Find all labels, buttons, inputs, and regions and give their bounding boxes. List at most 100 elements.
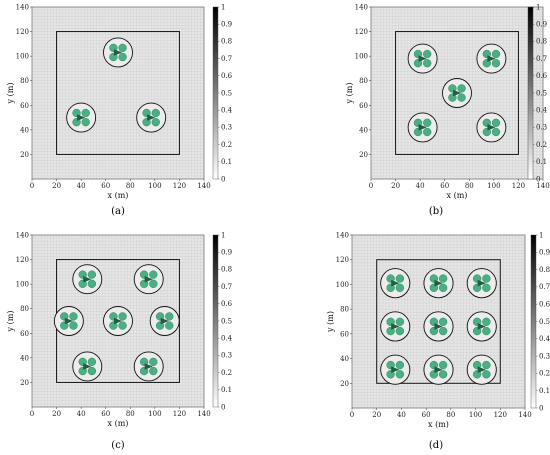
y-tick-label: 40 [359,126,368,134]
uav-arrow-icon [64,317,73,325]
x-tick-label: 60 [440,182,449,190]
uav-arrow-icon [147,114,156,121]
y-tick-label: 60 [340,330,349,338]
colorbar-tick-label: 0.3 [221,124,232,132]
x-tick-label: 140 [518,411,531,419]
y-axis-label: y (m) [6,311,15,333]
panel-caption: (c) [111,440,125,451]
user-disk [118,312,127,321]
x-tick-label: 100 [469,411,482,419]
uav-arrow-icon [434,279,443,287]
colorbar-tick-label: 0.8 [221,38,232,46]
y-tick-label: 120 [336,256,349,264]
user-disk [438,317,448,326]
x-tick-label: 60 [422,411,431,419]
y-tick-label: 80 [20,305,29,313]
colorbar-tick-label: 0.1 [221,158,232,166]
colorbar-tick-label: 0.4 [221,335,233,343]
y-tick-label: 80 [20,77,29,85]
colorbar-tick-label: 0.5 [221,317,232,325]
colorbar-tick-label: 0 [536,175,540,183]
uav-arrow-icon [144,275,153,283]
x-tick-label: 20 [52,182,61,190]
chart-panel-a: 0 20 40 60 80 100 120 140 20 40 60 80 100 120 140 x (m)… [6,3,233,217]
user-disk [491,127,501,137]
colorbar-tick-label: 0.2 [539,370,550,378]
user-disk [149,357,158,366]
user-disk [149,366,158,376]
colorbar-tick-label: 0.2 [221,141,232,149]
y-tick-label: 40 [340,355,349,363]
user-disk [151,118,160,127]
colorbar-tick-label: 0.9 [221,249,232,257]
colorbar-tick-label: 0.9 [221,21,232,29]
user-disk [423,59,432,68]
uav-arrow-icon [477,366,486,373]
y-tick-label: 140 [355,4,368,12]
colorbar-tick-label: 0 [221,403,225,411]
colorbar-tick-label: 0.4 [539,335,550,343]
user-disk [457,84,466,93]
y-axis-label: y (m) [345,83,354,105]
colorbar-tick-label: 0.9 [539,249,550,257]
cluster-marker [466,354,497,385]
y-tick-label: 40 [20,126,29,134]
colorbar [212,234,219,408]
uav-arrow-icon [83,275,92,283]
y-tick-label: 100 [336,281,349,289]
user-disk [423,118,432,127]
colorbar-tick-label: 0.6 [221,72,233,80]
colorbar-tick-label: 0.7 [539,283,550,291]
y-tick-label: 60 [20,102,29,110]
cluster-marker [72,351,103,382]
cluster-marker [133,351,164,382]
cluster-marker [466,311,497,342]
x-tick-label: 140 [536,182,549,190]
user-disk [87,366,97,376]
uav-arrow-icon [452,89,462,97]
x-tick-label: 100 [487,182,500,190]
colorbar-tick-label: 0.2 [221,369,232,377]
user-disk [482,326,491,336]
cluster-marker [466,268,497,299]
x-tick-label: 100 [148,182,161,190]
colorbar [212,6,219,180]
uav-arrow-icon [391,323,400,330]
x-tick-label: 120 [512,182,525,190]
uav-arrow-icon [477,323,486,330]
x-tick-label: 40 [397,411,406,419]
x-tick-label: 80 [126,410,135,418]
x-tick-label: 20 [391,182,400,190]
colorbar-tick-label: 0.5 [536,89,547,97]
chart-panel-c: 0 20 40 60 80 100 120 140 20 40 60 80 100 120 140 x (m)… [6,231,233,451]
user-disk [395,360,405,370]
y-tick-label: 60 [359,102,368,110]
uav-arrow-icon [418,55,427,62]
x-axis-label: x (m) [447,191,468,200]
user-disk [165,312,174,321]
cluster-marker [442,78,472,108]
y-tick-label: 40 [20,354,29,362]
cluster-marker [133,264,164,295]
uav-arrow-icon [418,124,427,131]
x-tick-label: 80 [465,182,474,190]
colorbar-tick-label: 0.6 [539,301,550,309]
user-disk [438,370,448,379]
uav-arrow-icon [77,114,86,121]
colorbar-tick-label: 1 [221,3,225,11]
cluster-marker [407,112,438,143]
user-disk [149,270,158,279]
grid-lines [31,6,205,180]
user-disk [149,279,158,288]
panel-caption: (a) [111,206,125,217]
x-tick-label: 20 [372,411,381,419]
colorbar-tick-label: 0.2 [536,141,547,149]
user-disk [87,357,97,366]
uav-arrow-icon [391,366,400,373]
colorbar-tick-label: 0.5 [539,318,550,326]
deployment-area-box [56,31,180,155]
user-disk [165,321,174,330]
plot-frame [31,234,205,408]
colorbar-tick-label: 0.4 [221,107,233,115]
y-tick-label: 140 [16,232,29,240]
